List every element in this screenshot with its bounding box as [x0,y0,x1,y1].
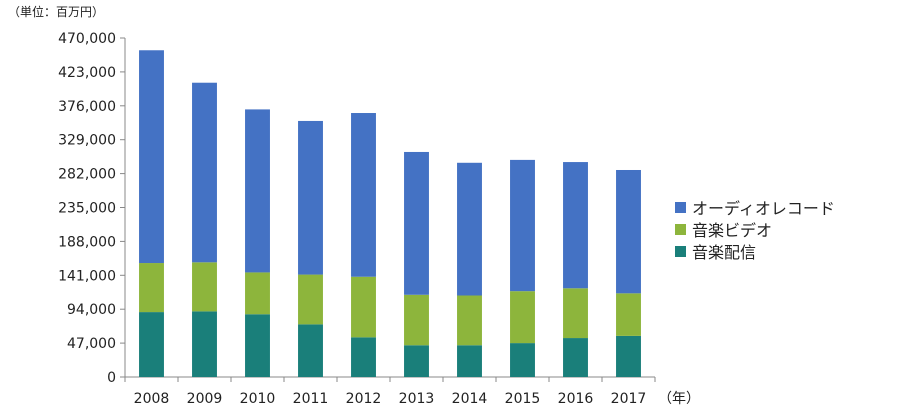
bar-segment [510,159,535,292]
legend-label: 音楽ビデオ [692,221,773,240]
x-unit-label: （年） [658,391,700,407]
y-tick-label: 188,000 [58,234,116,250]
bar-segment [298,120,323,275]
bar-segment [457,162,482,296]
y-tick-label: 47,000 [67,336,116,352]
x-tick-label: 2017 [611,391,647,407]
bar-segment [616,335,641,377]
x-tick-label: 2016 [558,391,594,407]
bar-segment [245,314,270,377]
legend-label: オーディオレコード [692,199,835,218]
bar-segment [457,295,482,346]
bar-segment [351,276,376,338]
bar-segment [563,162,588,289]
bar-segment [298,324,323,377]
y-unit-label: （単位：百万円） [8,5,105,19]
x-tick-label: 2009 [187,391,223,407]
bar-segment [192,262,217,312]
y-tick-label: 282,000 [58,167,116,183]
bar-segment [616,169,641,294]
bar-segment [139,50,164,264]
bar-segment [616,293,641,336]
legend-label: 音楽配信 [692,243,757,262]
bar-segment [298,274,323,325]
y-tick-label: 94,000 [67,302,116,318]
legend-swatch [675,223,686,235]
bar-segment [192,82,217,263]
x-tick-label: 2011 [293,391,329,407]
y-tick-label: 376,000 [58,99,116,115]
y-tick-label: 423,000 [58,65,116,81]
bar-segment [404,345,429,377]
bar-segment [192,311,217,377]
legend-item: 音楽ビデオ [675,218,835,240]
x-tick-label: 2014 [452,391,488,407]
y-tick-label: 0 [107,370,116,386]
legend-item: オーディオレコード [675,196,835,218]
bar-segment [510,291,535,344]
bar-segment [404,151,429,295]
legend-swatch [675,201,686,213]
y-tick-label: 329,000 [58,133,116,149]
bar-segment [139,263,164,313]
x-tick-label: 2013 [399,391,435,407]
x-tick-label: 2015 [505,391,541,407]
legend-item: 音楽配信 [675,240,835,262]
bar-segment [510,343,535,377]
x-tick-label: 2012 [346,391,382,407]
y-tick-label: 470,000 [58,31,116,47]
bar-segment [563,338,588,377]
bar-segment [351,113,376,277]
bar-segment [563,288,588,339]
bar-segment [457,345,482,377]
y-tick-label: 141,000 [58,268,116,284]
legend-swatch [675,245,686,257]
y-tick-label: 235,000 [58,201,116,217]
x-tick-label: 2008 [134,391,170,407]
bar-segment [139,312,164,377]
x-tick-label: 2010 [240,391,276,407]
bar-segment [245,109,270,273]
bar-segment [351,337,376,377]
bar-segment [404,294,429,346]
legend: オーディオレコード 音楽ビデオ音楽配信 [675,196,835,262]
bar-segment [245,272,270,315]
